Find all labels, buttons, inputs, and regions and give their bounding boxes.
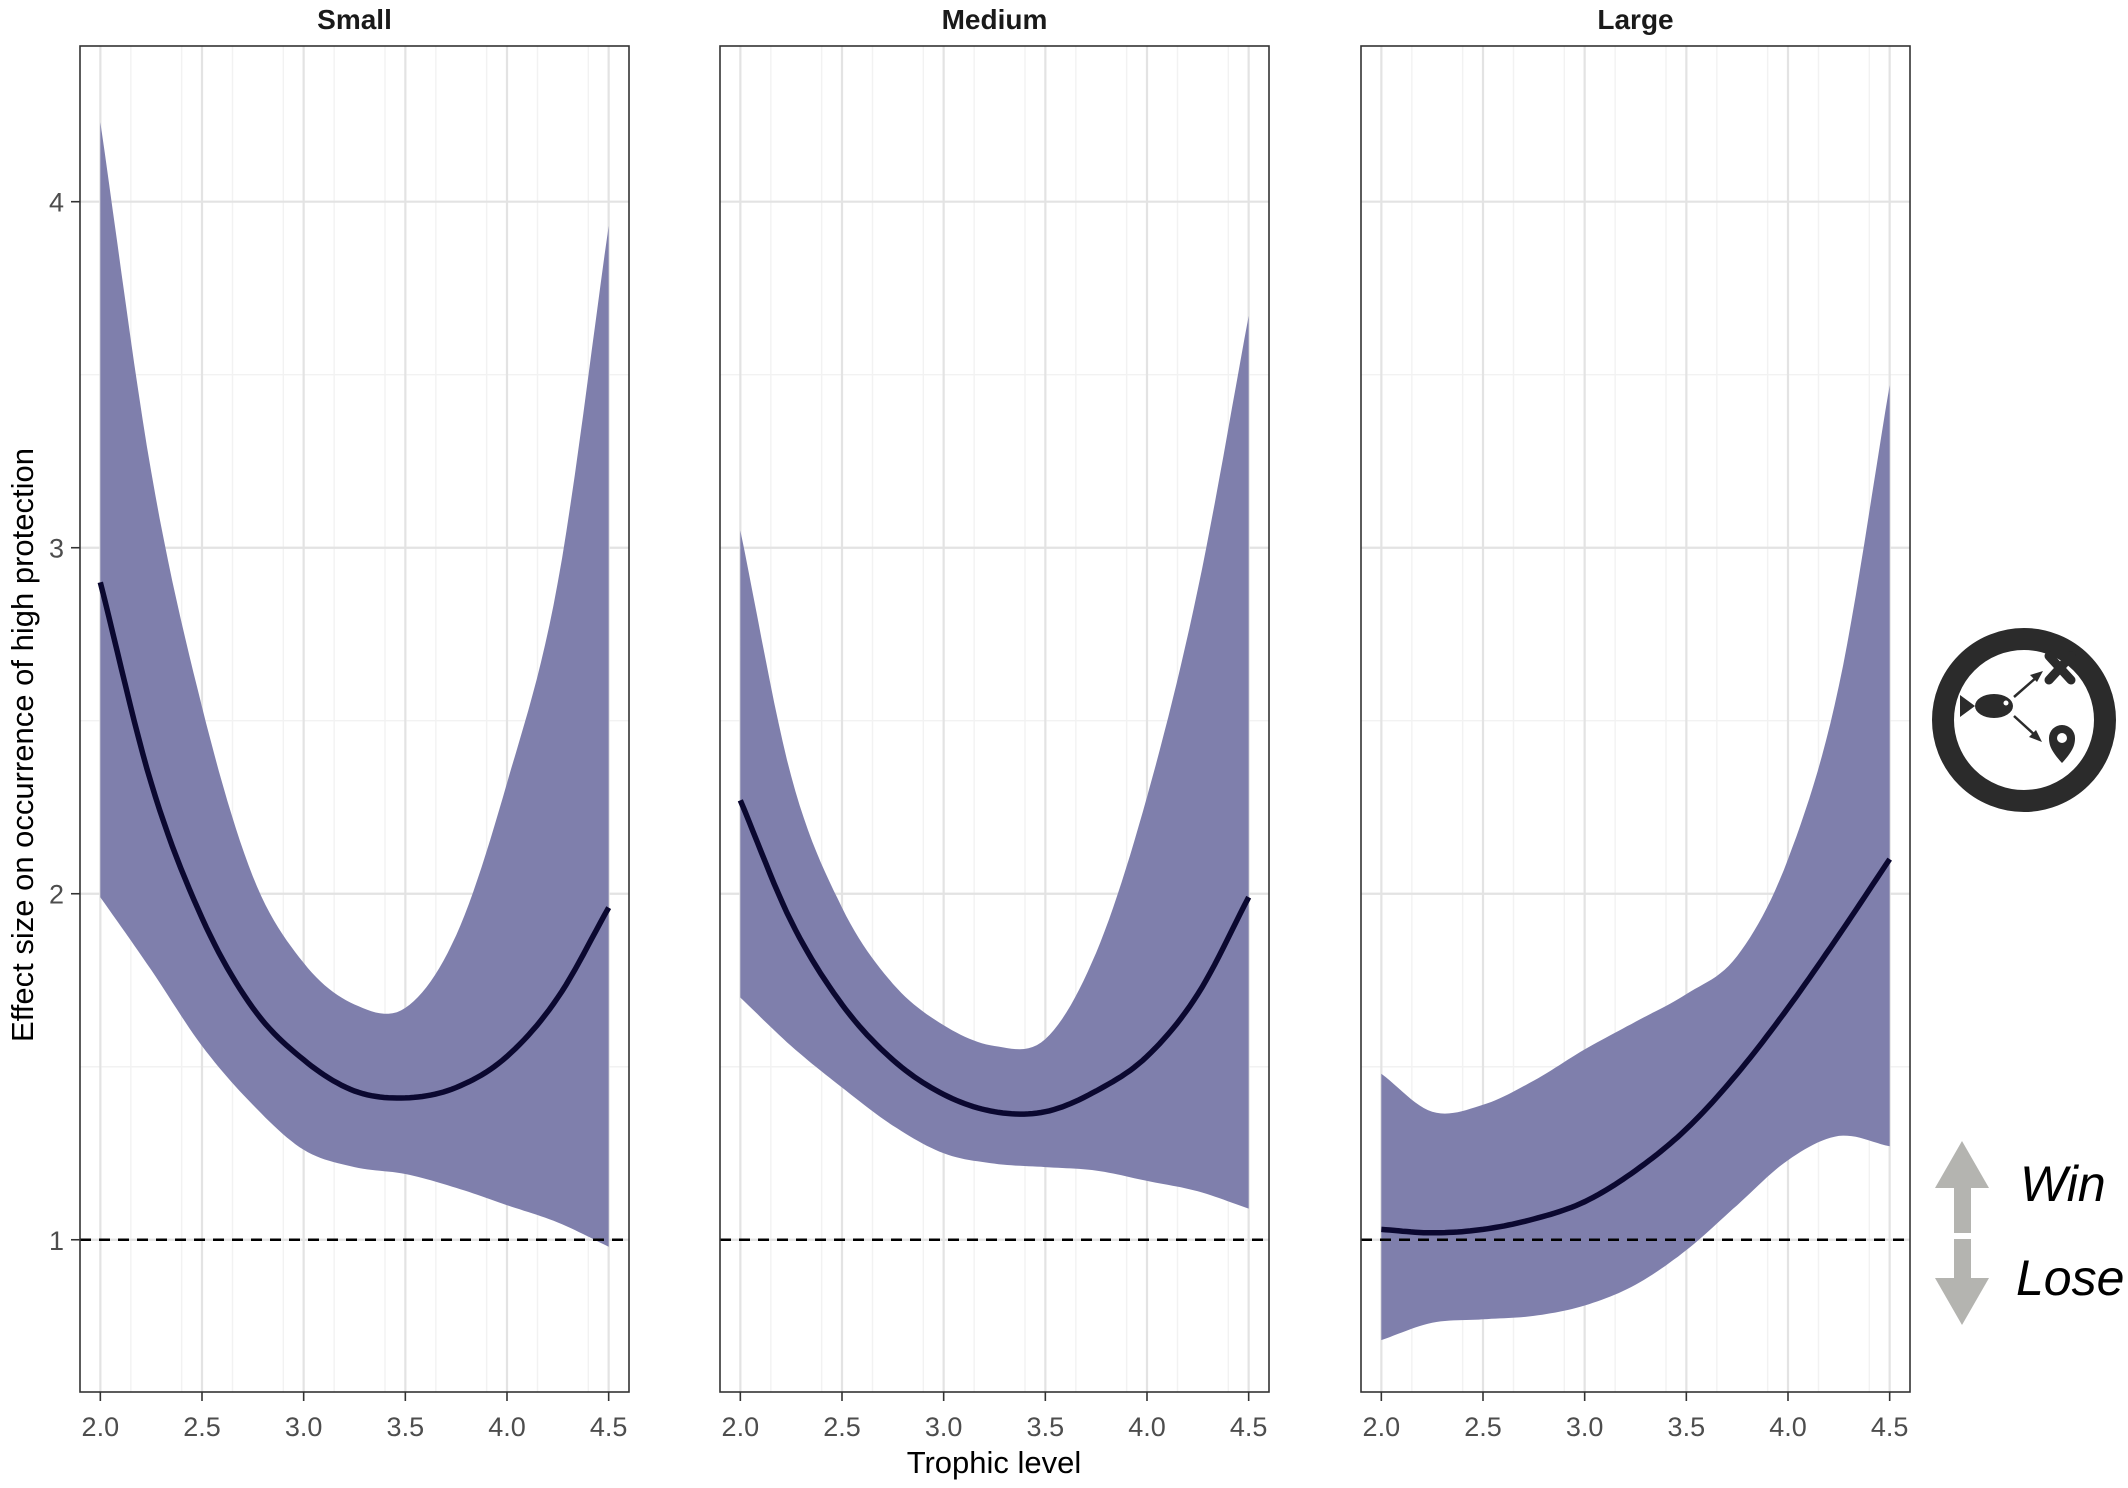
lose-label: Lose <box>2016 1250 2124 1306</box>
panel-small: Small 2.0 2.5 3.0 3.5 4.0 4.5 1 2 3 4 <box>49 4 630 1442</box>
panel-title: Medium <box>942 4 1048 35</box>
y-tick-label: 4 <box>49 188 64 218</box>
x-tick-label: 2.0 <box>722 1412 760 1442</box>
x-tick-label: 3.5 <box>1027 1412 1065 1442</box>
x-tick-label: 3.0 <box>1566 1412 1604 1442</box>
x-axis-label: Trophic level <box>907 1445 1082 1480</box>
panel-border <box>1360 45 1911 1393</box>
x-tick-label: 4.5 <box>1230 1412 1268 1442</box>
fitted-line <box>97 581 612 1101</box>
x-tick-label: 4.0 <box>1769 1412 1807 1442</box>
win-label: Win <box>2020 1156 2106 1212</box>
y-tick-label: 2 <box>49 880 64 910</box>
y-axis-label: Effect size on occurrence of high protec… <box>5 448 40 1042</box>
x-tick-label: 3.5 <box>1668 1412 1706 1442</box>
confidence-ribbon <box>740 315 1249 1209</box>
panel-border <box>719 45 1270 1393</box>
win-arrow <box>1935 1141 1989 1233</box>
x-tick-label: 2.5 <box>183 1412 221 1442</box>
panel-medium: Medium 2.0 2.5 3.0 3.5 4.0 4.5 <box>719 4 1270 1442</box>
x-tick-label: 2.5 <box>823 1412 861 1442</box>
fitted-line <box>1381 857 1892 1236</box>
x-tick-label: 3.0 <box>925 1412 963 1442</box>
fish-relocation-icon <box>1932 628 2116 812</box>
x-tick-label: 4.5 <box>590 1412 628 1442</box>
panel-border <box>79 45 630 1393</box>
panel-large: Large 2.0 2.5 3.0 3.5 4.0 4.5 <box>1360 4 1911 1442</box>
panel-title: Small <box>317 4 392 35</box>
x-tick-label: 4.0 <box>1128 1412 1166 1442</box>
confidence-ribbon <box>1381 385 1890 1341</box>
confidence-ribbon <box>100 122 609 1247</box>
x-tick-label: 3.5 <box>387 1412 425 1442</box>
x-tick-label: 4.5 <box>1871 1412 1909 1442</box>
x-tick-label: 2.5 <box>1464 1412 1502 1442</box>
x-tick-label: 3.0 <box>285 1412 323 1442</box>
x-tick-label: 2.0 <box>1363 1412 1401 1442</box>
panel-title: Large <box>1597 4 1673 35</box>
y-tick-label: 3 <box>49 534 64 564</box>
fitted-line <box>737 799 1252 1117</box>
x-tick-label: 4.0 <box>488 1412 526 1442</box>
lose-arrow <box>1935 1239 1989 1325</box>
y-tick-label: 1 <box>49 1226 64 1256</box>
facet-panels: Small 2.0 2.5 3.0 3.5 4.0 4.5 1 2 3 4 Medium 2.0 2.5 3… <box>49 4 1911 1442</box>
x-tick-label: 2.0 <box>82 1412 120 1442</box>
